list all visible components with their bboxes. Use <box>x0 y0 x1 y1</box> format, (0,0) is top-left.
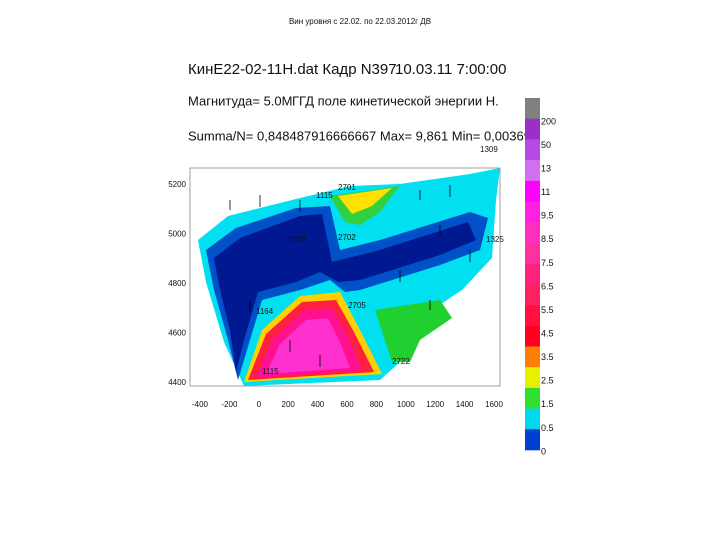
x-tick-label: -200 <box>221 400 238 409</box>
colorbar-swatch <box>525 118 540 140</box>
x-tick-label: 1400 <box>456 400 474 409</box>
summary: Summa/N= 0,848487916666667 Max= 9,861 Mi… <box>188 128 538 143</box>
colorbar-swatch <box>525 387 540 409</box>
colorbar-swatch <box>525 429 540 451</box>
colorbar-label: 11 <box>541 187 550 197</box>
colorbar-label: 1.5 <box>541 399 554 409</box>
x-tick-label: 1200 <box>426 400 444 409</box>
colorbar-swatch <box>525 201 540 223</box>
x-tick-label: 400 <box>311 400 325 409</box>
colorbar-label: 4.5 <box>541 329 554 339</box>
colorbar-swatch <box>525 305 540 327</box>
y-tick-label: 4800 <box>168 279 186 288</box>
colorbar-swatch <box>525 242 540 264</box>
region-green <box>375 300 452 362</box>
point-label: 2703 <box>288 235 306 244</box>
colorbar-swatch <box>525 139 540 161</box>
x-tick-label: 1000 <box>397 400 415 409</box>
colorbar-swatch <box>525 98 540 120</box>
x-tick-label: -400 <box>192 400 209 409</box>
point-label: 1115 <box>262 367 279 376</box>
x-tick-label: 200 <box>282 400 296 409</box>
caption: Вин уровня с 22.02. по 22.03.2012г ДВ <box>289 17 431 26</box>
point-label: 2705 <box>348 301 366 310</box>
point-label: 2702 <box>338 233 356 242</box>
colorbar-label: 50 <box>541 140 551 150</box>
colorbar-swatch <box>525 408 540 430</box>
point-label: 1309 <box>480 145 498 154</box>
plot: 1309 2701 1115 2702 2705 1164 2722 1115 … <box>189 145 504 387</box>
colorbar-label: 0.5 <box>541 423 554 433</box>
colorbar-swatch <box>525 222 540 244</box>
colorbar-label: 3.5 <box>541 352 554 362</box>
arrows <box>229 185 471 367</box>
colorbar-label: 5.5 <box>541 305 554 315</box>
point-label: 2722 <box>392 357 410 366</box>
colorbar-swatch <box>525 180 540 202</box>
point-label: 1115 <box>316 191 333 200</box>
region-yellow <box>338 188 392 214</box>
colorbar-swatch <box>525 367 540 389</box>
x-tick-label: 0 <box>257 400 262 409</box>
x-axis: -400 -200 0 200 400 600 800 1000 1200 1400 1600 <box>192 400 503 409</box>
colorbar-swatch <box>525 160 540 182</box>
colorbar-label: 7.5 <box>541 258 554 268</box>
point-label: 2701 <box>338 183 356 192</box>
colorbar-label: 200 <box>541 116 556 126</box>
colorbar-label: 9.5 <box>541 211 554 221</box>
point-label: 1325 <box>486 235 504 244</box>
point-label: 1164 <box>256 307 274 316</box>
subtitle: Магнитуда= 5.0М <box>188 93 292 108</box>
x-tick-label: 800 <box>370 400 384 409</box>
subtitle: ГГД поле кинетической энергии Н. <box>292 93 499 108</box>
y-axis: 5200 5000 4800 4600 4400 <box>168 180 186 387</box>
colorbar-label: 13 <box>541 164 551 174</box>
colorbar-label: 0 <box>541 446 546 456</box>
y-tick-label: 4600 <box>168 329 186 338</box>
region-pink <box>266 318 350 374</box>
colorbar-swatch <box>525 284 540 306</box>
y-tick-label: 5000 <box>168 230 186 239</box>
figure-title: КинЕ22-02-11Н.dat Кадр N397 <box>188 61 397 78</box>
colorbar-swatch <box>525 346 540 368</box>
y-tick-label: 5200 <box>168 180 186 189</box>
x-tick-label: 1600 <box>485 400 503 409</box>
colorbar-label: 2.5 <box>541 376 554 386</box>
x-tick-label: 600 <box>340 400 354 409</box>
colorbar-label: 6.5 <box>541 281 554 291</box>
colorbar-swatch <box>525 263 540 285</box>
colorbar-swatch <box>525 325 540 347</box>
y-tick-label: 4400 <box>168 378 186 387</box>
region-navy <box>214 214 476 372</box>
colorbar: 200 50 13 11 9.5 8.5 7.5 6.5 5.5 4.5 3.5 2.5 1.5 0.5 0 <box>525 98 556 456</box>
colorbar-label: 8.5 <box>541 234 554 244</box>
figure-date: 10.03.11 7:00:00 <box>395 61 507 78</box>
